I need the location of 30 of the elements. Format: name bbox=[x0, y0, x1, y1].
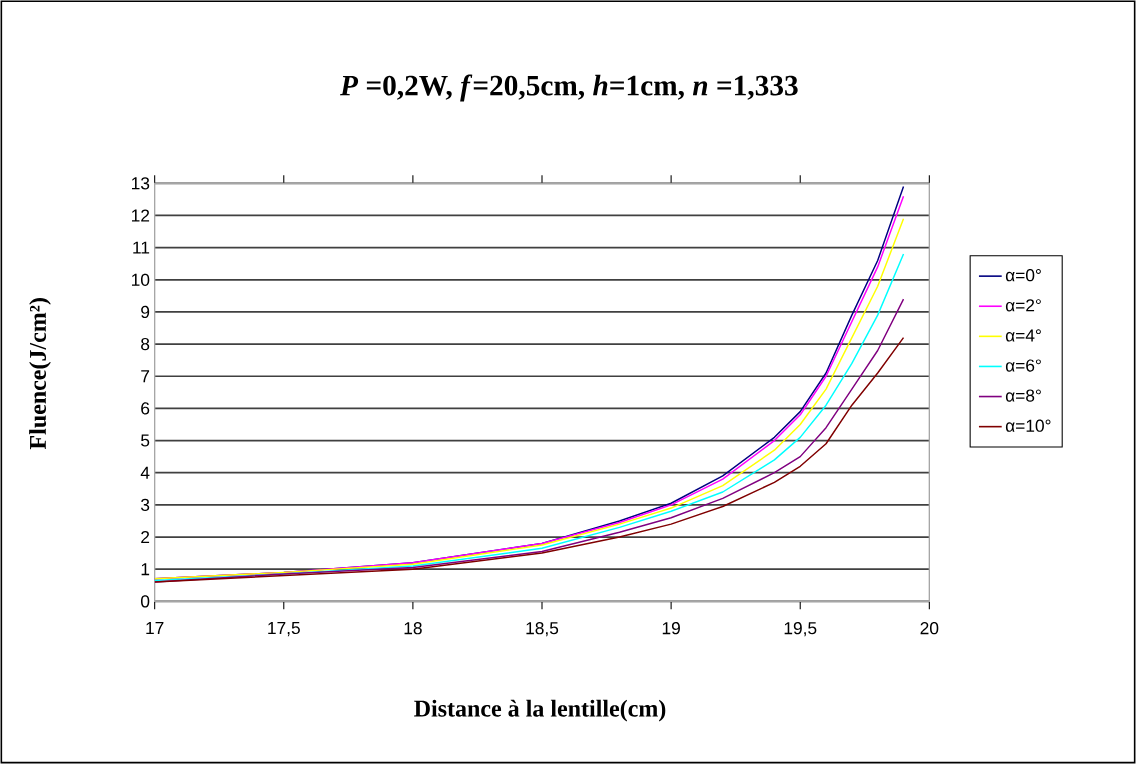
y-axis-title: Fluence(J/cm²) bbox=[29, 298, 51, 450]
y-tick-label: 6 bbox=[141, 402, 150, 415]
x-tick-label: 17,5 bbox=[268, 622, 300, 637]
legend-label: α=6° bbox=[1005, 359, 1041, 372]
x-axis-title: Distance à la lentille(cm) bbox=[414, 699, 666, 722]
y-tick-label: 9 bbox=[141, 305, 150, 319]
y-tick-label: 1 bbox=[141, 563, 150, 576]
x-tick-label: 18 bbox=[404, 622, 422, 635]
legend-label: α=0° bbox=[1005, 269, 1041, 282]
y-tick-label: 8 bbox=[141, 337, 150, 351]
x-tick-label: 20 bbox=[920, 622, 939, 635]
x-tick-label: 18,5 bbox=[526, 622, 559, 637]
legend-label: α=10° bbox=[1005, 419, 1051, 432]
y-tick-label: 4 bbox=[140, 466, 150, 479]
y-tick-label: 11 bbox=[133, 241, 150, 254]
legend-label: α=4° bbox=[1005, 329, 1041, 342]
legend-label: α=2° bbox=[1005, 299, 1041, 312]
legend-label: α=8° bbox=[1005, 389, 1041, 402]
x-tick-label: 19 bbox=[662, 622, 680, 635]
y-tick-label: 2 bbox=[141, 530, 150, 544]
x-tick-label: 19,5 bbox=[784, 622, 817, 637]
chart-title: P =0,2W, f=20,5cm, h=1cm, n =1,333 bbox=[339, 74, 798, 102]
y-tick-label: 10 bbox=[132, 273, 150, 286]
x-tick-label: 17 bbox=[146, 622, 164, 634]
y-tick-label: 7 bbox=[141, 370, 150, 383]
y-tick-label: 13 bbox=[132, 177, 150, 190]
y-tick-label: 12 bbox=[132, 209, 150, 222]
y-tick-label: 5 bbox=[141, 434, 150, 447]
y-tick-label: 3 bbox=[140, 498, 150, 511]
y-tick-label: 0 bbox=[140, 595, 150, 608]
